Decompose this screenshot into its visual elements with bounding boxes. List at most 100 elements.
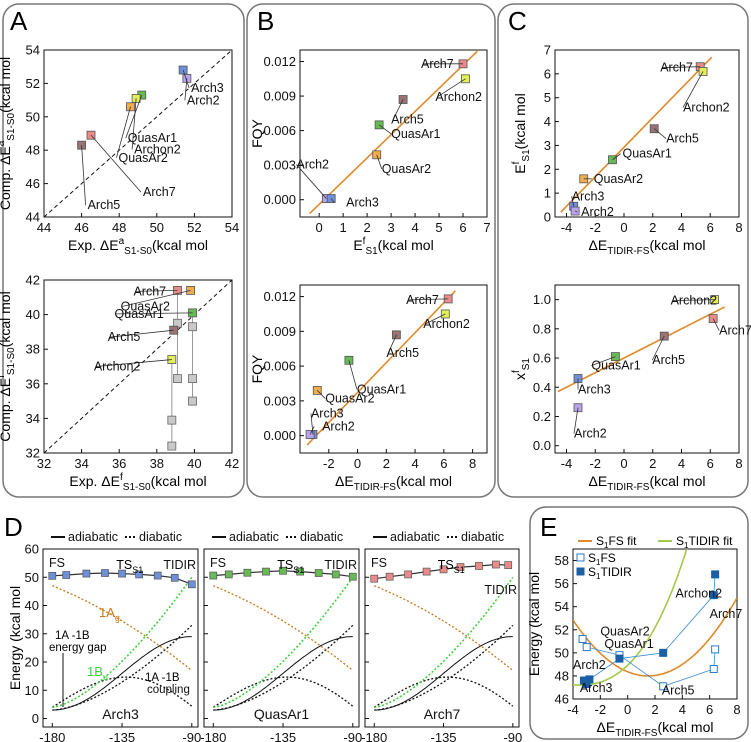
point-label: QuasAr2 <box>600 625 649 639</box>
point-label: Arch3 <box>191 81 224 95</box>
tidir-data-point <box>709 591 718 600</box>
y-tick-label: 46 <box>26 176 40 191</box>
fs-data-point <box>711 645 720 654</box>
y-tick-label: 2 <box>544 162 551 177</box>
panel-e-frame <box>529 506 749 740</box>
y-label-main: Energy (kcal mol <box>526 572 542 676</box>
gap-line2: energy gap <box>49 642 107 654</box>
y-axis-label: Energy (kcal mol <box>526 572 542 676</box>
diabatic-1ag-curve <box>52 585 193 671</box>
y-tick-label: 34 <box>26 411 40 426</box>
subplot-title: Arch7 <box>424 706 461 722</box>
y-tick-label: 0.0 <box>533 438 551 453</box>
subplot-arch3: -180-135-90α (degrees)adiabaticdiabaticA… <box>39 530 201 742</box>
point-label: Arch2 <box>322 419 355 433</box>
y-tick-label: 32 <box>26 446 40 461</box>
y-tick-label: 0.000 <box>263 428 296 443</box>
leader-line <box>348 360 358 390</box>
x-label-main: E <box>353 237 362 253</box>
point-label: Arch5 <box>88 198 121 212</box>
legend-adiabatic-label: adiabatic <box>229 530 279 544</box>
ag-sub: g <box>115 613 120 623</box>
s1-marker <box>262 567 270 576</box>
y-tick-label: 1.0 <box>533 292 551 307</box>
diagonal-reference-line <box>44 280 232 453</box>
y-label-sub: S1 <box>521 358 532 371</box>
x-axis-label: ΔETIDIR-FS(kcal mol <box>597 719 714 739</box>
s1-marker <box>348 572 357 581</box>
plot-area-border <box>554 49 740 218</box>
chart-d: 0 10 20 30 40 50 60 Energy (kcal mol -180 -135 -90… <box>7 530 522 742</box>
ag-state-label: 1Ag <box>99 605 120 623</box>
leader-line <box>651 335 665 361</box>
s1-marker <box>504 561 513 569</box>
point-label: Arch5 <box>662 683 695 697</box>
x-tick-label: -2 <box>595 702 607 717</box>
legend-diabatic-label: diabatic <box>139 530 182 544</box>
leader-line <box>574 210 578 213</box>
x-tick-label: 4 <box>411 456 418 471</box>
leader-line <box>408 298 449 301</box>
legend-text: TIDIR <box>600 565 632 579</box>
y-tick-label: 3 <box>544 138 551 153</box>
coup-line1: 1A -1B <box>145 672 180 684</box>
x-tick-label: 40 <box>187 456 201 471</box>
x-tick-label: 4 <box>678 220 685 235</box>
x-tick-label: 4 <box>678 456 685 471</box>
x-tick-label: 6 <box>706 702 713 717</box>
x-tick-label: -135 <box>270 730 296 742</box>
plot-area-border <box>203 548 360 728</box>
y-label-unit: (kcal mol <box>512 93 528 149</box>
plot-area-border <box>43 279 233 454</box>
leader-line <box>612 153 621 161</box>
diabatic-hump-curve <box>212 676 354 708</box>
leader-line <box>95 359 172 367</box>
ts-main: TS <box>277 558 293 572</box>
y-tick-label: 1 <box>544 186 551 201</box>
ts-main: TS <box>438 558 454 572</box>
y-tick-label: 0.006 <box>263 123 296 138</box>
s1-marker <box>243 568 252 577</box>
leader-line <box>712 318 720 331</box>
x-tick-label: 8 <box>469 456 476 471</box>
legend-fs-label: S1FS <box>588 551 616 567</box>
x-label-sub: TIDIR-FS <box>354 482 397 493</box>
gray-data-point <box>188 322 197 332</box>
x-label-unit: (kcal mol <box>151 473 207 489</box>
y-tick-label: 0.000 <box>263 192 296 207</box>
y-tick-label: 58 <box>555 553 569 568</box>
point-label: Archon2 <box>423 317 470 331</box>
x-tick-label: 5 <box>435 220 442 235</box>
x-tick-label: 50 <box>150 220 164 235</box>
x-label-sub: S1 <box>365 246 378 257</box>
x-tick-label: 42 <box>225 456 239 471</box>
panel-c-frame <box>497 3 749 498</box>
x-tick-label: 2 <box>649 220 656 235</box>
x-label-main: ΔE <box>589 473 608 489</box>
legend-fs-swatch <box>576 553 585 562</box>
tidir-label: TIDIR <box>163 558 196 572</box>
leader-line <box>392 99 404 120</box>
y-label-main: Comp. ΔE <box>0 146 13 210</box>
y-tick-label: 0.012 <box>263 54 296 69</box>
y-axis-label: xfS1 <box>511 358 532 380</box>
x-tick-label: -180 <box>200 730 226 742</box>
y-tick-label: 0.006 <box>263 359 296 374</box>
point-label: Arch2 <box>296 158 329 172</box>
gray-data-point <box>188 374 197 384</box>
bu-state-label: 1Bu <box>87 664 108 682</box>
x-label-main: ΔE <box>589 237 608 253</box>
energy-gap-label-2: energy gap <box>49 642 107 654</box>
y-tick-label: 44 <box>26 210 40 225</box>
x-label-main: Exp. ΔE <box>69 473 120 489</box>
x-tick-label: -180 <box>361 730 387 742</box>
tidir-label: TIDIR <box>324 558 357 572</box>
leader-line <box>116 106 131 158</box>
leader-line <box>653 128 667 140</box>
y-tick-label: 4 <box>544 114 551 129</box>
point-label: QuasAr1 <box>623 147 672 161</box>
x-tick-label: 36 <box>112 456 126 471</box>
x-axis-label: ΔETIDIR-FS(kcal mol <box>335 473 452 493</box>
y-tick-label: 54 <box>555 599 569 614</box>
